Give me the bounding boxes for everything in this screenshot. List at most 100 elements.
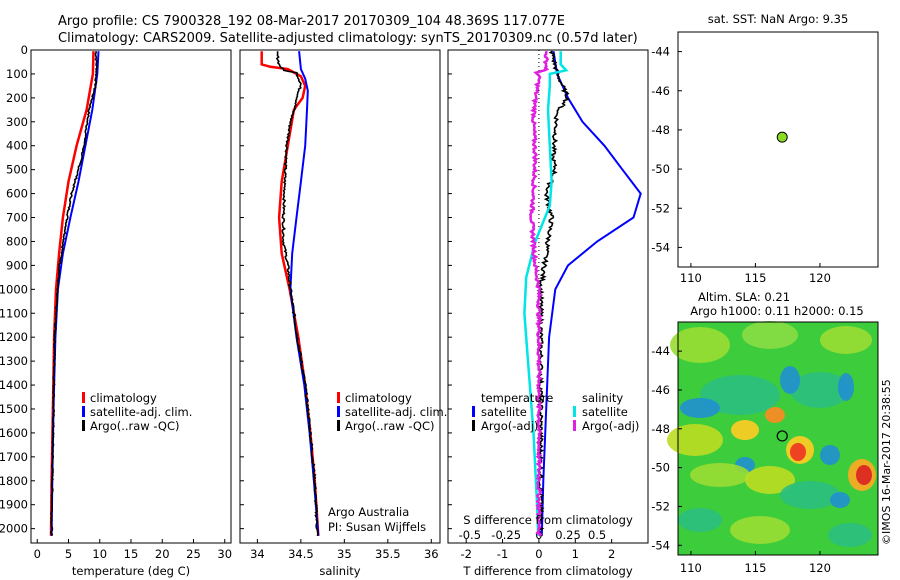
y-tick-label: 400 <box>6 139 28 153</box>
x-tick-label: 5 <box>65 547 72 561</box>
series-line-argo-raw-qc- <box>275 51 319 537</box>
heatmap-blob <box>765 407 785 423</box>
heatmap-blob <box>838 373 854 401</box>
y-tick-label: -46 <box>651 383 670 397</box>
heatmap-blob <box>790 443 806 461</box>
y-tick-label: 1300 <box>0 354 28 368</box>
x-tick-label: 115 <box>744 561 766 575</box>
sst-map-title: sat. SST: NaN Argo: 9.35 <box>708 12 849 26</box>
legend-label: Argo(..raw -QC) <box>345 419 435 433</box>
y-tick-label: 1100 <box>0 306 28 320</box>
temperature-xlabel: temperature (deg C) <box>72 564 190 578</box>
argo-float-marker <box>776 430 788 442</box>
x-tick-label: 20 <box>155 547 170 561</box>
y-tick-label: 1400 <box>0 378 28 392</box>
x-tick-label: 34 <box>250 547 265 561</box>
x-tick-label: 120 <box>809 561 831 575</box>
x-tick-label: 120 <box>809 271 831 285</box>
y-tick-label: -52 <box>651 499 670 513</box>
y-tick-label: 800 <box>6 234 28 248</box>
sla-map-panel: 110 115 120 -44 -46 -48 -50 -52 -54 <box>651 321 879 575</box>
y-tick-label: 700 <box>6 211 28 225</box>
y-tick-label: -46 <box>651 84 670 98</box>
y-tick-label: 100 <box>6 67 28 81</box>
legend-label: satellite <box>582 405 628 419</box>
x-tick-label: 25 <box>186 547 201 561</box>
heatmap-blob <box>730 516 790 544</box>
y-tick-label: 1600 <box>0 426 28 440</box>
legend-label: Argo(-adj) <box>582 419 639 433</box>
legend-swatch-s-argo <box>573 420 576 431</box>
y-tick-label: 1200 <box>0 330 28 344</box>
y-tick-label: 1800 <box>0 474 28 488</box>
temperature-panel: 0100200300400500600700800900100011001200… <box>0 43 232 561</box>
legend-label: Argo(-adj) <box>481 419 538 433</box>
y-tick-label: 0 <box>21 43 28 57</box>
y-tick-label: -48 <box>651 123 670 137</box>
x-tick-label: 36 <box>424 547 439 561</box>
temperature-legend: climatology satellite-adj. clim. Argo(..… <box>82 391 192 433</box>
salinity-panel: 34 34.5 35 35.5 36 <box>240 49 439 561</box>
x-tick-label: 1 <box>572 547 579 561</box>
x-tick-label: 30 <box>217 547 232 561</box>
difference-xlabel: T difference from climatology <box>462 564 633 578</box>
legend-label: satellite-adj. clim. <box>90 405 192 419</box>
heatmap-blob <box>667 424 723 456</box>
salinity-xlabel: salinity <box>319 564 360 578</box>
heatmap-blob <box>731 420 759 440</box>
sst-map-frame <box>677 31 879 268</box>
y-tick-label: 1500 <box>0 402 28 416</box>
legend-label: Argo(..raw -QC) <box>90 419 180 433</box>
heatmap-blob <box>780 481 840 509</box>
salinity-legend: climatology satellite-adj. clim. Argo(..… <box>328 391 447 534</box>
y-tick-label: -44 <box>651 45 670 59</box>
y-tick-label: -54 <box>651 538 670 552</box>
y-tick-label: 1000 <box>0 282 28 296</box>
institution-label: Argo Australia <box>328 505 409 519</box>
legend-swatch-argo <box>82 420 85 431</box>
s-tick-label: -0.5 <box>459 528 481 542</box>
y-tick-label: 600 <box>6 187 28 201</box>
x-tick-label: 34.5 <box>288 547 314 561</box>
legend-swatch-climatology <box>82 392 85 403</box>
y-tick-label: -52 <box>651 201 670 215</box>
header-line1: Argo profile: CS 7900328_192 08-Mar-2017… <box>58 14 565 29</box>
heatmap-cells <box>667 321 876 547</box>
y-tick-label: -50 <box>651 162 670 176</box>
legend-title-temperature: temperature <box>481 391 553 405</box>
salinity-panel-frame <box>239 49 441 544</box>
sla-map-title: Altim. SLA: 0.21 <box>698 290 790 304</box>
series-line-salinity-satellite <box>523 51 569 536</box>
heatmap-blob <box>670 327 730 363</box>
legend-swatch-t-satellite <box>472 406 475 417</box>
x-tick-label: 110 <box>680 271 702 285</box>
heatmap-blob <box>690 463 750 487</box>
y-tick-label: 500 <box>6 163 28 177</box>
legend-swatch-t-argo <box>472 420 475 431</box>
legend-title-salinity: salinity <box>582 391 623 405</box>
heatmap-blob <box>678 508 722 532</box>
y-tick-label: -44 <box>651 344 670 358</box>
difference-xlabel2: S difference from climatology <box>463 513 633 527</box>
legend-swatch-satellite <box>337 406 340 417</box>
s-tick-label: 0.25 <box>555 528 581 542</box>
heatmap-blob <box>680 398 720 418</box>
argo-float-marker <box>776 131 788 143</box>
legend-label: climatology <box>90 391 157 405</box>
x-tick-label: 0 <box>34 547 41 561</box>
legend-swatch-climatology <box>337 392 340 403</box>
x-tick-label: 15 <box>124 547 139 561</box>
heatmap-blob <box>742 321 798 349</box>
s-tick-label: 0.5 <box>588 528 606 542</box>
difference-panel: -2 -1 0 1 2-0.5 -0.25 0 0.25 0.5 <box>448 49 642 561</box>
y-tick-label: 2000 <box>0 522 28 536</box>
s-tick-label: -0.25 <box>491 528 521 542</box>
temperature-panel-frame <box>30 49 232 544</box>
y-tick-label: -54 <box>651 240 670 254</box>
y-tick-label: 200 <box>6 91 28 105</box>
pi-label: PI: Susan Wijffels <box>328 520 426 534</box>
legend-swatch-satellite <box>82 406 85 417</box>
legend-label: climatology <box>345 391 412 405</box>
difference-panel-frame <box>447 49 649 544</box>
